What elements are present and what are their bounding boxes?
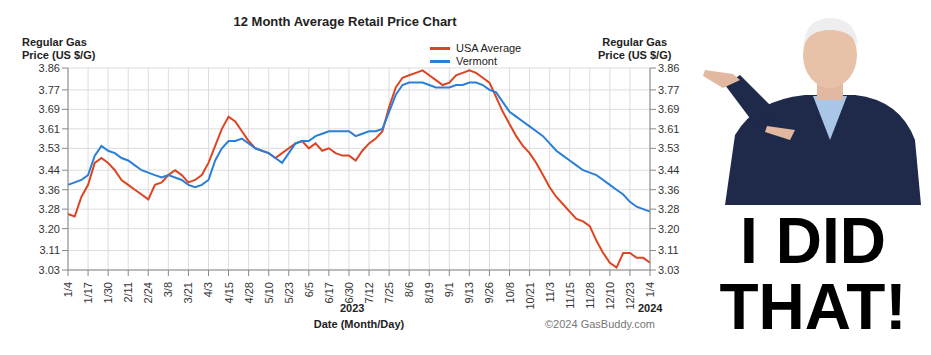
svg-text:10/8: 10/8 xyxy=(504,282,516,303)
svg-text:8/6: 8/6 xyxy=(403,282,415,297)
svg-text:3.77: 3.77 xyxy=(39,84,60,96)
svg-text:3.86: 3.86 xyxy=(39,62,60,74)
svg-text:6/5: 6/5 xyxy=(303,282,315,297)
svg-text:1/4: 1/4 xyxy=(62,282,74,297)
html-text:I DID: I DID xyxy=(740,205,886,277)
svg-text:11/15: 11/15 xyxy=(564,282,576,309)
svg-text:10/21: 10/21 xyxy=(524,282,536,310)
svg-text:3.20: 3.20 xyxy=(39,223,60,235)
svg-text:6/30: 6/30 xyxy=(343,282,355,303)
svg-text:7/12: 7/12 xyxy=(363,282,375,303)
html-text:©2024 GasBuddy.com: ©2024 GasBuddy.com xyxy=(545,318,655,330)
svg-text:2/24: 2/24 xyxy=(142,282,154,303)
html-text:Regular Gas: Regular Gas xyxy=(602,36,668,48)
svg-text:3.03: 3.03 xyxy=(658,264,679,276)
svg-text:3.69: 3.69 xyxy=(39,103,60,115)
svg-text:3.36: 3.36 xyxy=(39,184,60,196)
svg-text:3.61: 3.61 xyxy=(658,123,679,135)
html-text:USA Average: USA Average xyxy=(456,42,522,54)
svg-text:11/28: 11/28 xyxy=(584,282,596,309)
svg-text:4/3: 4/3 xyxy=(202,282,214,297)
svg-text:12/23: 12/23 xyxy=(624,282,636,310)
html-text:Date (Month/Day): Date (Month/Day) xyxy=(313,318,405,330)
svg-text:6/17: 6/17 xyxy=(323,282,335,303)
svg-text:3.61: 3.61 xyxy=(39,123,60,135)
svg-text:11/3: 11/3 xyxy=(544,282,556,303)
svg-text:4/28: 4/28 xyxy=(243,282,255,303)
svg-text:9/1: 9/1 xyxy=(443,282,455,297)
html-text:Regular Gas: Regular Gas xyxy=(22,36,87,48)
svg-text:3.44: 3.44 xyxy=(39,164,60,176)
svg-text:5/23: 5/23 xyxy=(283,282,295,303)
html-text:12 Month Average Retail Price: 12 Month Average Retail Price Chart xyxy=(233,14,457,29)
svg-text:12/10: 12/10 xyxy=(604,282,616,310)
html-text:2023: 2023 xyxy=(340,302,365,314)
html-text:Price (US $/G): Price (US $/G) xyxy=(22,49,96,61)
svg-text:3/21: 3/21 xyxy=(182,282,194,303)
svg-text:1/30: 1/30 xyxy=(102,282,114,303)
svg-text:3.03: 3.03 xyxy=(39,264,60,276)
svg-text:3/8: 3/8 xyxy=(162,282,174,297)
svg-text:8/19: 8/19 xyxy=(423,282,435,303)
svg-text:1/17: 1/17 xyxy=(82,282,94,303)
svg-text:3.11: 3.11 xyxy=(39,244,60,256)
svg-text:5/10: 5/10 xyxy=(263,282,275,303)
svg-text:2/11: 2/11 xyxy=(122,282,134,303)
svg-text:3.20: 3.20 xyxy=(658,223,679,235)
svg-text:3.28: 3.28 xyxy=(39,203,60,215)
svg-text:3.77: 3.77 xyxy=(658,84,679,96)
svg-text:1/4: 1/4 xyxy=(644,282,656,297)
svg-text:9/26: 9/26 xyxy=(483,282,495,303)
svg-text:3.86: 3.86 xyxy=(658,62,679,74)
svg-text:3.44: 3.44 xyxy=(658,164,679,176)
html-text:THAT!: THAT! xyxy=(719,271,907,343)
svg-text:9/13: 9/13 xyxy=(463,282,475,303)
svg-text:4/15: 4/15 xyxy=(223,282,235,303)
svg-text:3.53: 3.53 xyxy=(658,142,679,154)
svg-text:3.11: 3.11 xyxy=(658,244,679,256)
svg-text:3.69: 3.69 xyxy=(658,103,679,115)
svg-text:3.53: 3.53 xyxy=(39,142,60,154)
svg-text:3.36: 3.36 xyxy=(658,184,679,196)
html-text:2024: 2024 xyxy=(638,302,663,314)
svg-text:3.28: 3.28 xyxy=(658,203,679,215)
html-text:Price (US $/G): Price (US $/G) xyxy=(598,49,672,61)
svg-text:7/25: 7/25 xyxy=(383,282,395,303)
html-text:Vermont: Vermont xyxy=(456,55,497,67)
